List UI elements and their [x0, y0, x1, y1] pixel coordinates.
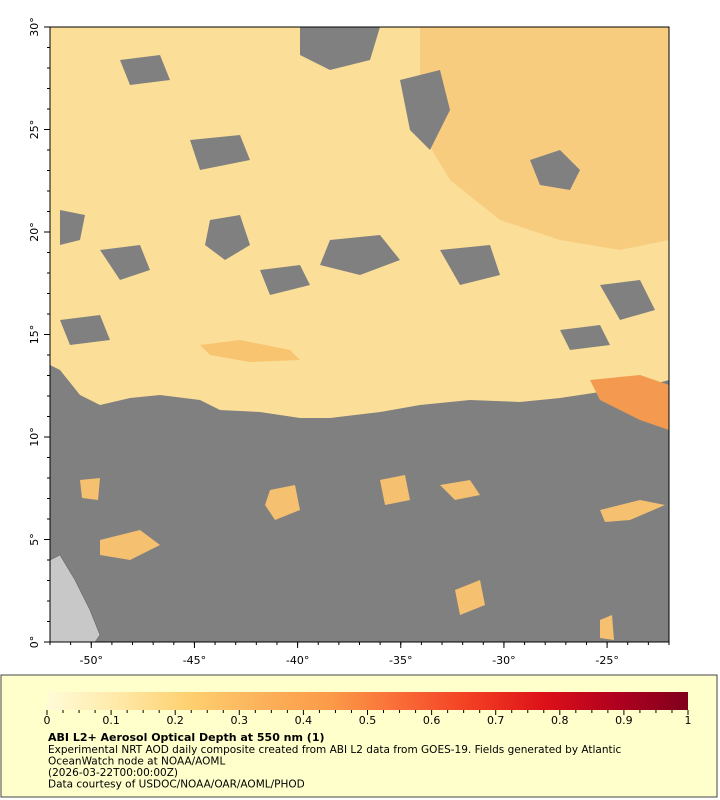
caption-line: OceanWatch node at NOAA/AOML [48, 756, 225, 768]
caption-line: (2026-03-22T00:00:00Z) [48, 767, 178, 779]
colorbar-tick-label: 0.2 [166, 714, 184, 727]
colorbar-tick-label: 0.3 [231, 714, 249, 727]
y-tick-label: 15° [28, 325, 41, 345]
x-tick-label: -25° [595, 654, 618, 667]
x-tick-label: -40° [286, 654, 309, 667]
caption-line: Experimental NRT AOD daily composite cre… [48, 744, 622, 756]
x-tick-label: -45° [183, 654, 206, 667]
x-tick-label: -30° [492, 654, 515, 667]
aerosol-patches [80, 375, 669, 640]
y-tick-label: 5° [28, 533, 41, 546]
y-tick-label: 20° [28, 222, 41, 242]
colorbar-tick-label: 0.1 [102, 714, 120, 727]
x-tick-label: -35° [389, 654, 412, 667]
colorbar-tick-label: 0.5 [359, 714, 377, 727]
y-tick-label: 10° [28, 427, 41, 447]
cloud-gaps [60, 27, 655, 350]
caption-line: Data courtesy of USDOC/NOAA/OAR/AOML/PHO… [48, 779, 305, 791]
colorbar-tick-label: 0.9 [615, 714, 633, 727]
colorbar [47, 692, 688, 710]
colorbar-tick-label: 1 [685, 714, 692, 727]
y-tick-label: 0° [28, 636, 41, 649]
aod-field-band [200, 340, 300, 362]
colorbar-title: ABI L2+ Aerosol Optical Depth at 550 nm … [48, 731, 325, 744]
map-area [49, 26, 670, 643]
colorbar-tick-label: 0.8 [551, 714, 569, 727]
x-tick-label: -50° [80, 654, 103, 667]
y-tick-label: 25° [28, 120, 41, 140]
colorbar-tick-label: 0.6 [423, 714, 441, 727]
y-tick-label: 30° [28, 17, 41, 37]
aod-field-northeast [420, 27, 669, 250]
colorbar-tick-label: 0.4 [295, 714, 313, 727]
colorbar-tick-label: 0.7 [487, 714, 505, 727]
colorbar-tick-label: 0 [44, 714, 51, 727]
